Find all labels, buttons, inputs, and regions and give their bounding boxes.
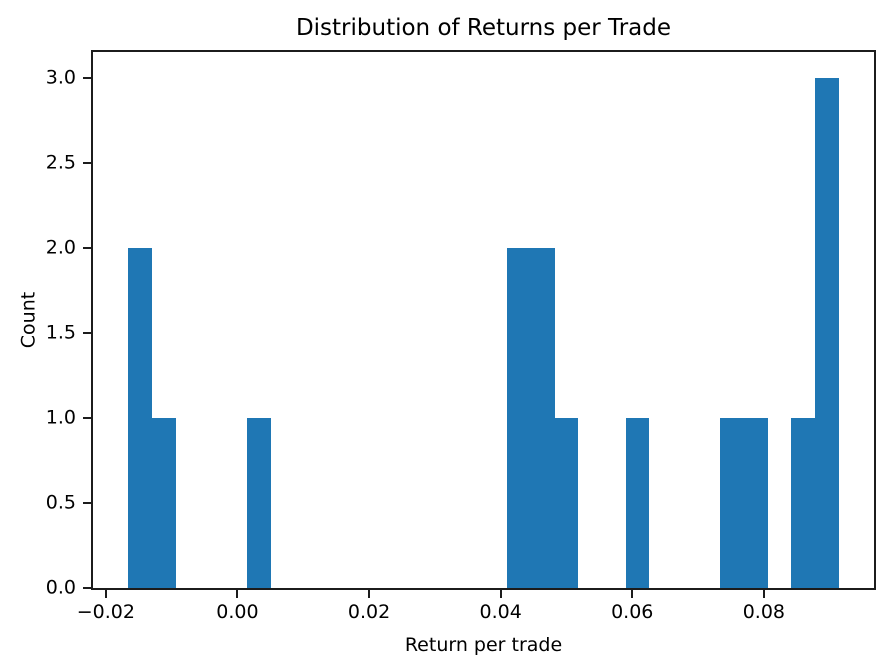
histogram-bar <box>720 417 744 588</box>
x-tick-label: 0.02 <box>347 601 391 623</box>
x-tick-label: 0.00 <box>216 601 259 623</box>
x-tick-mark <box>368 590 371 598</box>
y-tick-mark <box>83 416 91 419</box>
x-tick-mark <box>499 590 502 598</box>
plot-inner <box>93 52 874 588</box>
x-tick-mark <box>762 590 765 598</box>
y-tick-label: 2.0 <box>45 236 76 259</box>
x-tick-label: −0.02 <box>76 601 135 623</box>
histogram-bar <box>625 417 650 588</box>
x-tick-mark <box>104 590 107 598</box>
x-tick-mark <box>631 590 634 598</box>
y-tick-label: 0.5 <box>45 491 76 514</box>
x-axis: −0.02 0.00 0.02 0.04 0.06 0.08 <box>77 590 874 632</box>
y-tick-mark <box>83 587 91 589</box>
y-tick-mark <box>83 331 91 334</box>
chart-title: Distribution of Returns per Trade <box>295 15 672 41</box>
plot-area <box>91 50 876 590</box>
histogram-bar <box>507 247 531 588</box>
y-tick-mark <box>83 246 91 249</box>
y-tick-mark <box>83 76 91 79</box>
y-tick-label: 1.5 <box>45 321 76 344</box>
y-tick-label: 3.0 <box>45 66 76 89</box>
histogram-bar <box>152 417 176 588</box>
histogram-bar <box>743 417 768 588</box>
histogram-bar <box>814 77 839 588</box>
y-tick-mark <box>83 501 91 504</box>
histogram-bar <box>128 247 153 588</box>
y-tick-mark <box>83 161 91 164</box>
histogram-bar <box>246 417 271 588</box>
y-tick-label: 0.0 <box>45 576 76 599</box>
histogram-bar <box>530 247 555 588</box>
x-tick-mark <box>236 590 239 598</box>
x-tick-label: 0.06 <box>611 601 654 623</box>
x-tick-label: 0.04 <box>479 601 522 623</box>
y-axis: 0.0 0.5 1.0 1.5 2.0 2.5 3.0 <box>0 52 91 599</box>
y-tick-label: 1.0 <box>45 406 76 429</box>
y-tick-label: 2.5 <box>45 151 76 174</box>
x-axis-label: Return per trade <box>404 634 563 656</box>
histogram-bar <box>554 417 579 588</box>
histogram-bar <box>791 417 815 588</box>
x-tick-label: 0.08 <box>742 601 785 623</box>
